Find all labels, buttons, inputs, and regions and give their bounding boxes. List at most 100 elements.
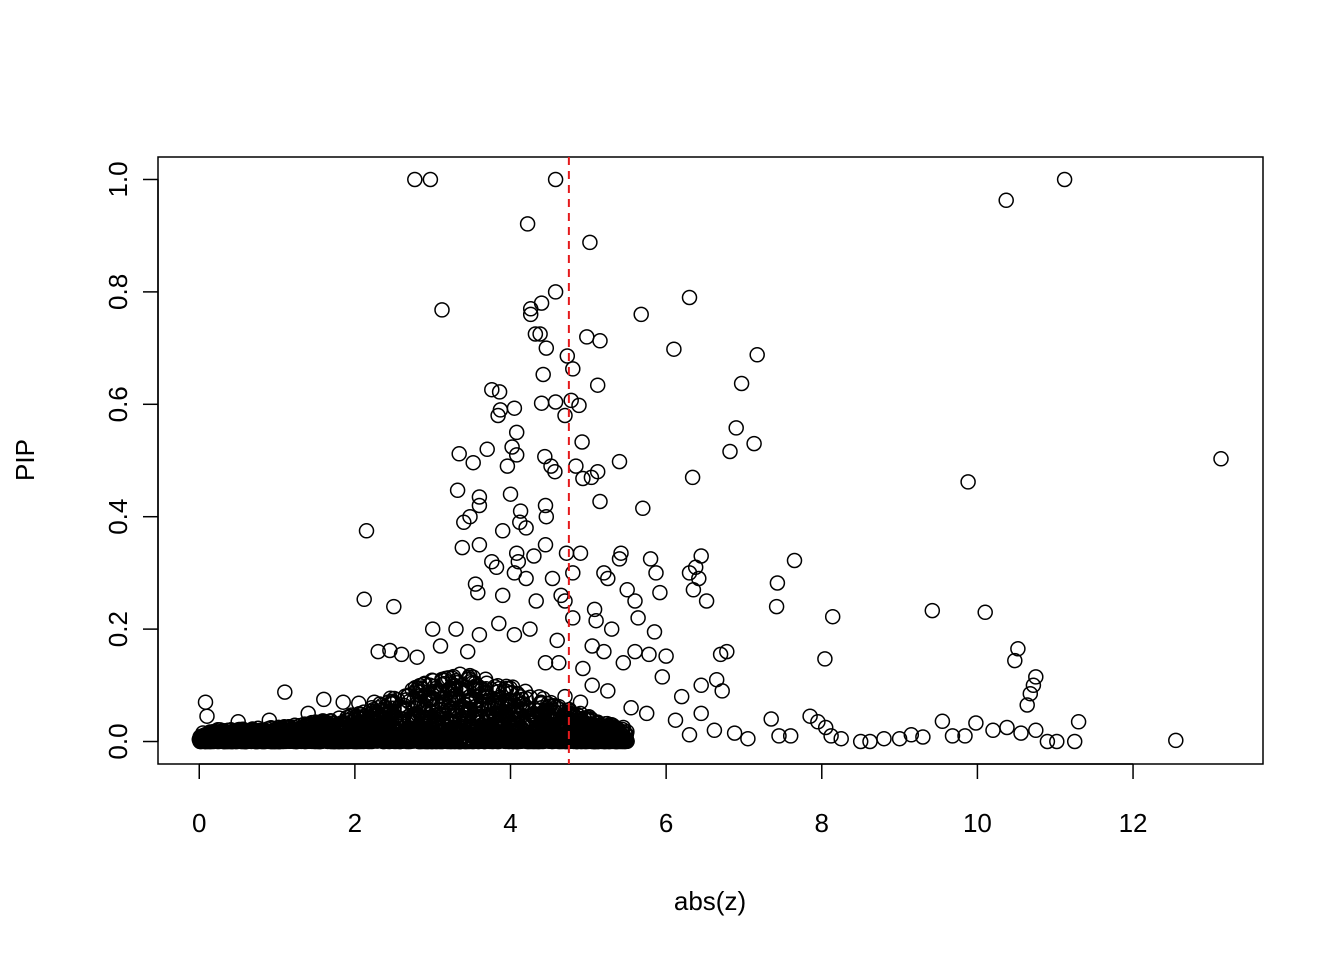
data-point — [528, 593, 544, 609]
data-point — [537, 497, 554, 514]
data-point — [749, 347, 765, 363]
data-point — [823, 728, 839, 744]
data-point — [575, 470, 591, 487]
data-point — [440, 700, 457, 716]
data-point — [335, 694, 351, 710]
y-tick-label: 0.0 — [103, 723, 133, 759]
data-point — [572, 545, 589, 561]
data-point — [532, 326, 548, 342]
data-point — [1168, 732, 1184, 749]
data-point — [276, 730, 293, 746]
data-point — [359, 717, 375, 734]
data-point — [603, 621, 620, 637]
data-point — [673, 688, 690, 705]
data-point — [238, 731, 254, 748]
data-point — [544, 570, 561, 587]
data-point — [448, 702, 465, 719]
data-point — [510, 553, 527, 570]
data-point — [277, 684, 293, 700]
data-point — [409, 711, 426, 727]
data-point — [977, 604, 993, 621]
data-point — [547, 394, 564, 410]
x-tick-label: 4 — [503, 808, 517, 838]
data-point — [681, 727, 698, 743]
data-point — [470, 584, 486, 601]
data-point — [615, 655, 632, 671]
data-point — [460, 693, 477, 710]
data-point — [483, 709, 500, 725]
data-point — [998, 192, 1014, 209]
data-point — [768, 598, 785, 615]
data-point — [425, 691, 441, 707]
data-point — [523, 733, 539, 750]
data-point — [611, 453, 628, 470]
data-point — [393, 646, 410, 663]
data-point — [197, 694, 214, 710]
data-point — [467, 576, 484, 592]
data-point — [370, 643, 386, 660]
data-point — [435, 716, 452, 732]
data-point — [538, 508, 555, 525]
data-point — [409, 729, 426, 746]
data-point — [533, 295, 550, 311]
data-point — [558, 732, 574, 749]
data-point — [1213, 451, 1229, 467]
data-point — [489, 728, 505, 745]
data-point — [312, 733, 328, 750]
data-point — [497, 726, 514, 743]
data-point — [559, 348, 576, 364]
data-point — [603, 716, 620, 733]
data-point — [508, 545, 525, 561]
data-point — [646, 624, 663, 640]
data-point — [393, 702, 410, 719]
data-point — [487, 697, 503, 713]
data-point — [492, 402, 509, 418]
data-point — [618, 731, 635, 747]
data-point — [471, 626, 488, 643]
data-point — [527, 326, 544, 342]
data-point — [289, 732, 305, 749]
data-point — [535, 366, 551, 383]
data-point — [667, 712, 684, 728]
data-point — [1070, 714, 1087, 730]
data-point — [230, 714, 246, 730]
x-tick-label: 8 — [815, 808, 829, 838]
data-point — [488, 559, 505, 576]
data-point — [635, 500, 651, 517]
data-point — [330, 733, 347, 749]
data-point — [203, 733, 220, 749]
data-point — [592, 493, 608, 510]
data-point — [518, 570, 534, 587]
data-point — [563, 392, 579, 409]
data-point — [1019, 697, 1035, 713]
data-point — [502, 486, 519, 502]
data-point — [442, 681, 459, 698]
data-point — [499, 458, 516, 474]
data-point — [568, 458, 584, 474]
data-point — [385, 719, 402, 736]
data-point — [533, 694, 549, 711]
data-point — [508, 447, 525, 463]
data-point — [409, 649, 425, 665]
data-point — [638, 705, 655, 722]
data-point — [401, 713, 417, 730]
data-point — [411, 684, 427, 700]
data-point — [427, 680, 444, 697]
data-point — [484, 553, 500, 570]
data-point — [1013, 725, 1029, 741]
data-point — [504, 439, 520, 455]
data-point — [627, 643, 643, 660]
data-point — [434, 302, 450, 318]
data-point — [698, 593, 715, 609]
plot-frame — [157, 156, 1264, 765]
data-point — [537, 537, 554, 553]
y-tick-label: 1.0 — [103, 161, 133, 197]
data-point — [526, 548, 542, 564]
data-point — [746, 435, 762, 452]
data-point — [733, 375, 750, 392]
data-point — [557, 688, 573, 705]
data-point — [579, 329, 595, 345]
data-point — [763, 711, 779, 727]
data-point — [537, 655, 554, 671]
data-point — [533, 700, 550, 716]
